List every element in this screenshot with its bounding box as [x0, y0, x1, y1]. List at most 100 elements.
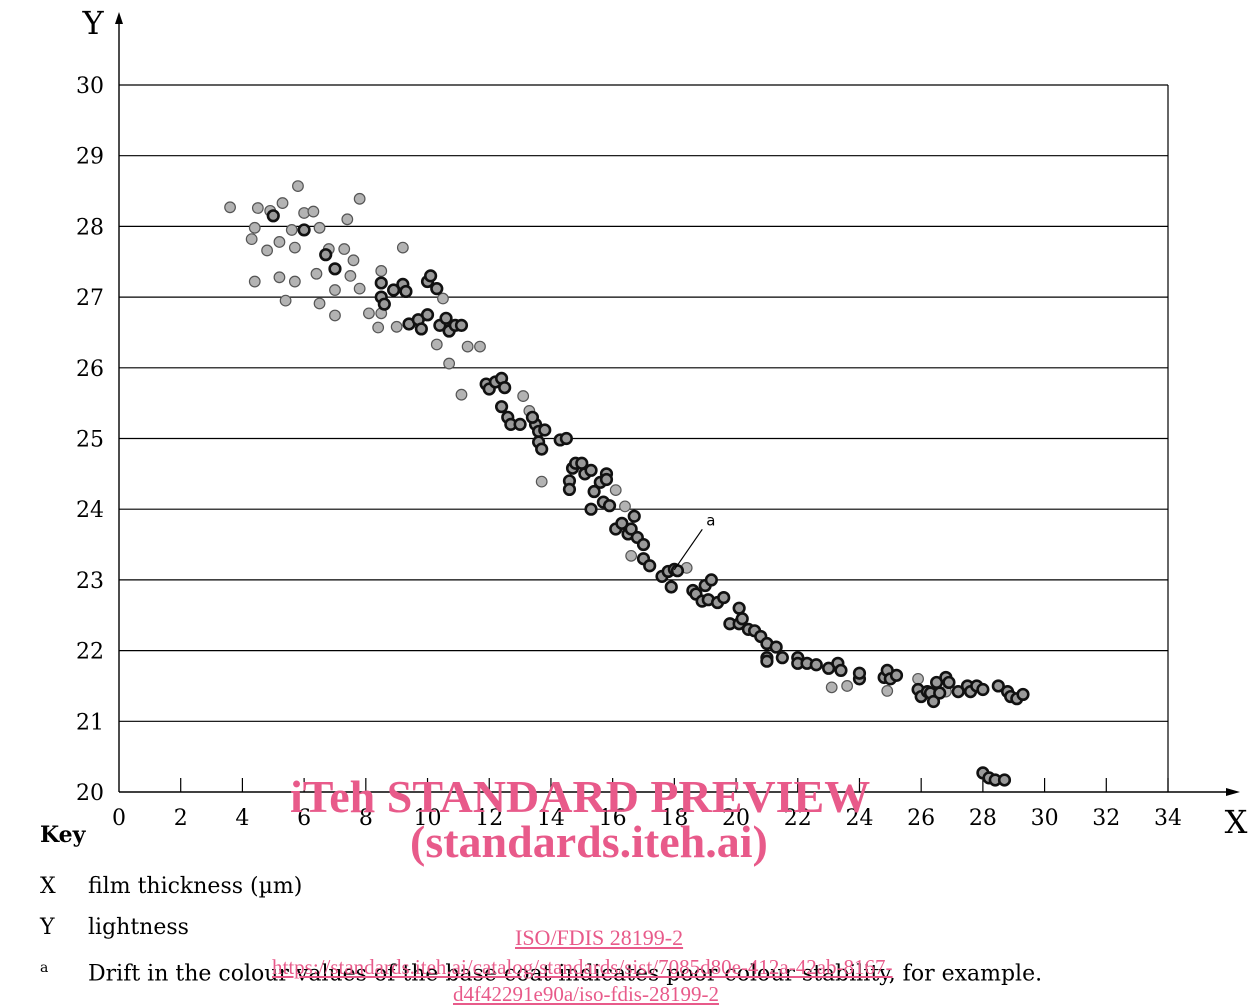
data-point: [379, 299, 390, 310]
data-point: [666, 582, 677, 593]
data-point: [293, 181, 304, 192]
data-point: [499, 382, 510, 393]
y-axis-arrow: [115, 12, 123, 24]
data-point: [527, 412, 538, 423]
catalog-url-link-2[interactable]: d4f42291e90a/iso-fdis-28199-2: [453, 982, 719, 1007]
data-point: [629, 511, 640, 522]
data-point: [777, 652, 788, 663]
data-point: [854, 668, 865, 679]
data-point: [290, 242, 301, 253]
data-point: [718, 592, 729, 603]
data-point: [274, 237, 285, 248]
data-point: [398, 242, 409, 253]
data-point: [376, 266, 387, 277]
data-point: [462, 341, 473, 352]
tick-labels: 0 2 4 6 8 10 12 14 16 18 20 22 24 26 28 30 32 34202122232…: [76, 4, 1248, 840]
key-symbol: X: [40, 874, 88, 899]
data-point: [836, 665, 847, 676]
key-symbol: Y: [40, 915, 88, 940]
data-point: [518, 391, 529, 402]
y-tick-label: 30: [76, 74, 104, 99]
data-point: [246, 234, 257, 245]
data-point: [376, 278, 387, 289]
data-point: [944, 677, 955, 688]
axes: [115, 12, 1240, 796]
data-point: [586, 465, 597, 476]
y-tick-label: 29: [76, 145, 104, 170]
data-point: [999, 775, 1010, 786]
data-point: [564, 484, 575, 495]
data-point: [401, 286, 412, 297]
key-text: lightness: [88, 915, 189, 940]
data-point: [225, 202, 236, 213]
data-point: [604, 500, 615, 511]
data-point: [536, 444, 547, 455]
data-point: [249, 276, 260, 287]
data-point: [391, 321, 402, 332]
data-point: [364, 308, 375, 319]
y-axis-label: Y: [81, 4, 104, 42]
data-point: [262, 245, 273, 256]
data-point: [706, 575, 717, 586]
data-point: [253, 203, 264, 214]
data-point: [496, 401, 507, 412]
data-point: [438, 293, 449, 304]
data-point: [290, 276, 301, 287]
data-point: [978, 684, 989, 695]
data-points: [225, 181, 1029, 785]
data-point: [536, 476, 547, 487]
data-point: [561, 433, 572, 444]
data-point: [342, 214, 353, 225]
y-tick-label: 25: [76, 428, 104, 453]
data-point: [425, 271, 436, 282]
annotation: a: [674, 511, 715, 569]
data-point: [610, 485, 621, 496]
data-point: [672, 565, 683, 576]
data-point: [314, 298, 325, 309]
x-axis-arrow: [1226, 788, 1240, 796]
key-symbol: a: [40, 960, 88, 976]
data-point: [345, 271, 356, 282]
y-tick-label: 24: [76, 498, 104, 523]
data-point: [475, 341, 486, 352]
y-tick-label: 23: [76, 569, 104, 594]
data-point: [586, 504, 597, 515]
data-point: [431, 283, 442, 294]
data-point: [620, 501, 631, 512]
data-point: [1018, 689, 1029, 700]
data-point: [811, 659, 822, 670]
y-tick-label: 21: [76, 710, 104, 735]
data-point: [268, 210, 279, 221]
data-point: [882, 686, 893, 697]
data-point: [277, 198, 288, 209]
data-point: [354, 283, 365, 294]
data-point: [638, 539, 649, 550]
data-point: [373, 322, 384, 333]
data-point: [299, 225, 310, 236]
data-point: [644, 560, 655, 571]
data-point: [842, 681, 853, 692]
data-point: [422, 309, 433, 320]
catalog-url-link[interactable]: https://standards.iteh.ai/catalog/standa…: [272, 955, 893, 980]
data-point: [431, 339, 442, 350]
data-point: [601, 474, 612, 485]
key-title: Key: [40, 822, 85, 848]
data-point: [456, 320, 467, 331]
y-tick-label: 22: [76, 640, 104, 665]
scatter-chart: 0 2 4 6 8 10 12 14 16 18 20 22 24 26 28 30 32 34202122232…: [0, 0, 1255, 840]
data-point: [308, 206, 319, 217]
data-point: [771, 642, 782, 653]
data-point: [249, 223, 260, 234]
data-point: [348, 255, 359, 266]
data-point: [354, 194, 365, 205]
data-point: [934, 688, 945, 699]
data-point: [311, 268, 322, 279]
data-point: [626, 551, 637, 562]
data-point: [280, 295, 291, 306]
doc-id-link[interactable]: ISO/FDIS 28199-2: [515, 925, 683, 951]
data-point: [330, 285, 341, 296]
data-point: [539, 425, 550, 436]
data-point: [456, 389, 467, 400]
